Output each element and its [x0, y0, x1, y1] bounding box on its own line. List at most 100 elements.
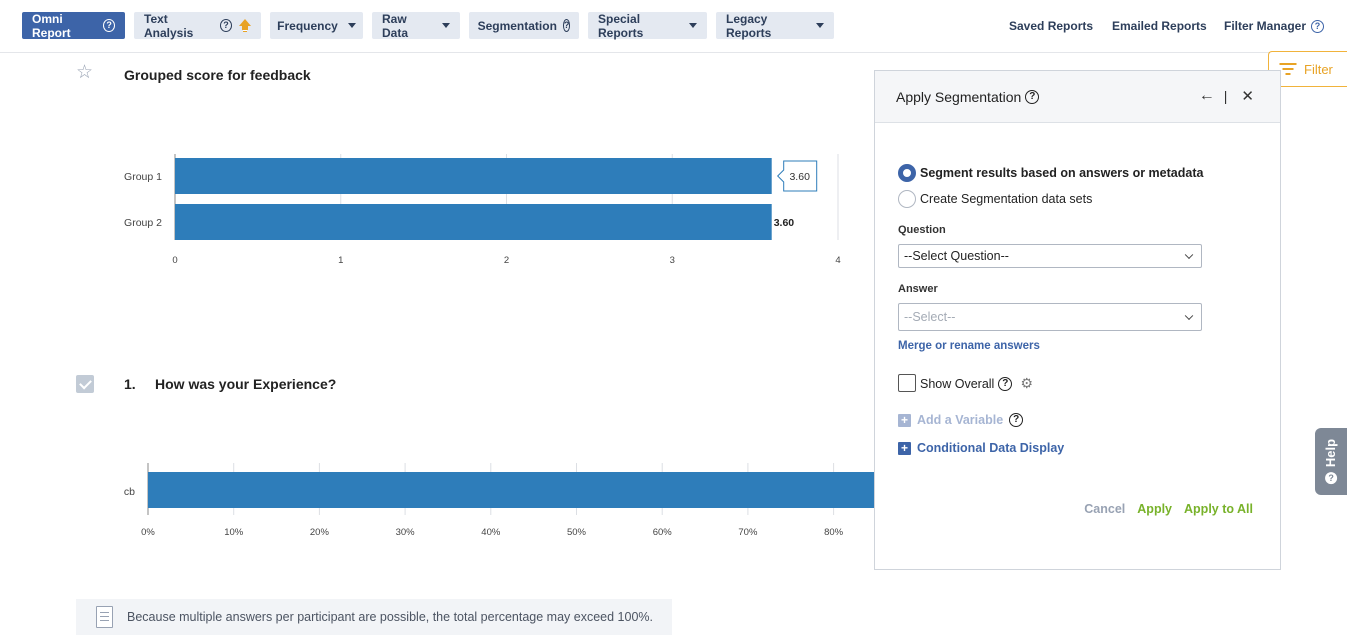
close-icon[interactable]: ✕ — [1241, 88, 1254, 105]
tab-label: Text Analysis — [144, 11, 194, 40]
show-overall-row: Show Overall ? ⚙ — [920, 375, 1033, 392]
back-arrow-icon[interactable]: ← — [1198, 87, 1215, 104]
multi-answer-note: Because multiple answers per participant… — [76, 599, 672, 635]
question-title: How was your Experience? — [155, 376, 337, 392]
experience-chart: 0% 10% 20% 30% 40% 50% 60% 70% 80% cb — [124, 463, 876, 538]
apply-button[interactable]: Apply — [1137, 502, 1173, 516]
data-label: 3.60 — [774, 217, 795, 229]
help-icon[interactable]: ? — [1025, 89, 1040, 104]
segmentation-datasets-radio[interactable] — [898, 190, 916, 208]
x-tick-label: 4 — [835, 255, 840, 266]
help-tab[interactable]: ? Help — [1315, 428, 1347, 495]
help-icon: ? — [1325, 472, 1338, 485]
x-tick-label: 10% — [224, 527, 244, 538]
chevron-down-icon — [816, 23, 824, 28]
category-label: cb — [124, 486, 135, 498]
x-tick-label: 50% — [567, 527, 587, 538]
emailed-reports-link[interactable]: Emailed Reports — [1112, 19, 1207, 33]
help-icon[interactable]: ? — [562, 19, 571, 32]
plus-icon: + — [898, 441, 911, 455]
tab-raw-data[interactable]: Raw Data — [372, 11, 460, 40]
help-icon[interactable]: ? — [1311, 19, 1325, 33]
grouped-chart-title: Grouped score for feedback — [124, 67, 311, 83]
document-icon — [96, 606, 113, 628]
gear-icon[interactable]: ⚙ — [1020, 375, 1033, 391]
tab-special-reports[interactable]: Special Reports — [588, 11, 707, 40]
segmentation-datasets-label: Create Segmentation data sets — [920, 192, 1093, 206]
tab-frequency[interactable]: Frequency — [270, 12, 363, 39]
filter-manager-link[interactable]: Filter Manager ? — [1224, 19, 1325, 33]
answer-select[interactable]: --Select-- — [898, 303, 1202, 331]
question-checkbox[interactable] — [76, 375, 94, 393]
apply-to-all-button[interactable]: Apply to All — [1184, 502, 1253, 516]
upgrade-arrow-icon — [238, 18, 251, 33]
x-tick-label: 0 — [172, 255, 177, 266]
help-icon[interactable]: ? — [998, 376, 1013, 391]
bar — [148, 472, 876, 508]
tab-label: Special Reports — [598, 11, 644, 40]
x-tick-label: 60% — [653, 527, 673, 538]
panel-title: Apply Segmentation — [896, 88, 1022, 105]
plus-icon: + — [898, 413, 911, 427]
filter-label: Filter — [1304, 61, 1333, 77]
chevron-down-icon — [347, 23, 356, 28]
filter-button[interactable]: Filter — [1268, 51, 1347, 87]
grouped-score-chart: 0 1 2 3 4 Group 1 Group 2 3.60 3.60 — [124, 154, 841, 266]
data-tooltip — [776, 160, 818, 192]
header-divider: | — [1223, 88, 1228, 104]
chevron-down-icon — [1184, 311, 1194, 321]
help-icon[interactable]: ? — [103, 19, 115, 32]
question-label: Question — [898, 224, 946, 236]
x-tick-label: 0% — [141, 527, 155, 538]
category-label: Group 1 — [124, 171, 162, 183]
star-icon[interactable]: ☆ — [76, 62, 94, 83]
link-label: Saved Reports — [1009, 19, 1094, 33]
data-label: 3.60 — [789, 171, 810, 183]
tab-legacy-reports[interactable]: Legacy Reports — [716, 11, 834, 40]
segment-answers-radio[interactable] — [898, 164, 916, 182]
link-label: Filter Manager — [1224, 19, 1307, 33]
note-text: Because multiple answers per participant… — [127, 610, 653, 624]
help-label: Help — [1323, 438, 1339, 468]
merge-rename-link[interactable]: Merge or rename answers — [898, 340, 1040, 352]
x-tick-label: 80% — [824, 527, 844, 538]
x-tick-label: 3 — [670, 255, 675, 266]
x-tick-label: 40% — [481, 527, 501, 538]
show-overall-label: Show Overall — [920, 376, 995, 391]
apply-segmentation-panel: Apply Segmentation ? ← | ✕ Segment resul… — [874, 70, 1281, 570]
help-icon[interactable]: ? — [219, 19, 233, 32]
tab-text-analysis[interactable]: Text Analysis ? — [134, 11, 261, 40]
chevron-down-icon — [689, 23, 697, 28]
tab-omni-report[interactable]: Omni Report ? — [22, 11, 125, 40]
x-tick-label: 2 — [504, 255, 509, 266]
panel-footer: Cancel Apply Apply to All — [1084, 502, 1253, 516]
tab-segmentation[interactable]: Segmentation ? — [469, 12, 579, 39]
question-select[interactable]: --Select Question-- — [898, 244, 1202, 268]
panel-header: Apply Segmentation ? — [875, 71, 1280, 123]
filter-icon — [1279, 63, 1296, 75]
x-tick-label: 70% — [738, 527, 758, 538]
category-label: Group 2 — [124, 217, 162, 229]
x-tick-label: 20% — [310, 527, 330, 538]
help-icon[interactable]: ? — [1009, 413, 1024, 427]
saved-reports-link[interactable]: Saved Reports — [1009, 19, 1093, 33]
x-tick-label: 1 — [338, 255, 343, 266]
cancel-button[interactable]: Cancel — [1084, 502, 1126, 516]
tab-label: Omni Report — [32, 11, 71, 40]
link-label: Emailed Reports — [1112, 19, 1207, 33]
show-overall-checkbox[interactable] — [898, 374, 916, 392]
add-variable-button[interactable]: + Add a Variable ? — [898, 413, 1024, 427]
tab-label: Frequency — [277, 18, 338, 33]
tab-label: Legacy Reports — [726, 11, 772, 40]
tab-label: Raw Data — [382, 11, 409, 40]
tab-label: Segmentation — [477, 18, 557, 33]
question-number: 1. — [124, 376, 136, 392]
bar — [175, 204, 772, 240]
chevron-down-icon — [1184, 250, 1194, 260]
conditional-data-display-button[interactable]: + Conditional Data Display — [898, 441, 1064, 455]
answer-label: Answer — [898, 283, 938, 295]
question-select-value: --Select Question-- — [904, 249, 1009, 263]
bar — [175, 158, 772, 194]
x-tick-label: 30% — [396, 527, 416, 538]
answer-select-value: --Select-- — [904, 310, 956, 324]
